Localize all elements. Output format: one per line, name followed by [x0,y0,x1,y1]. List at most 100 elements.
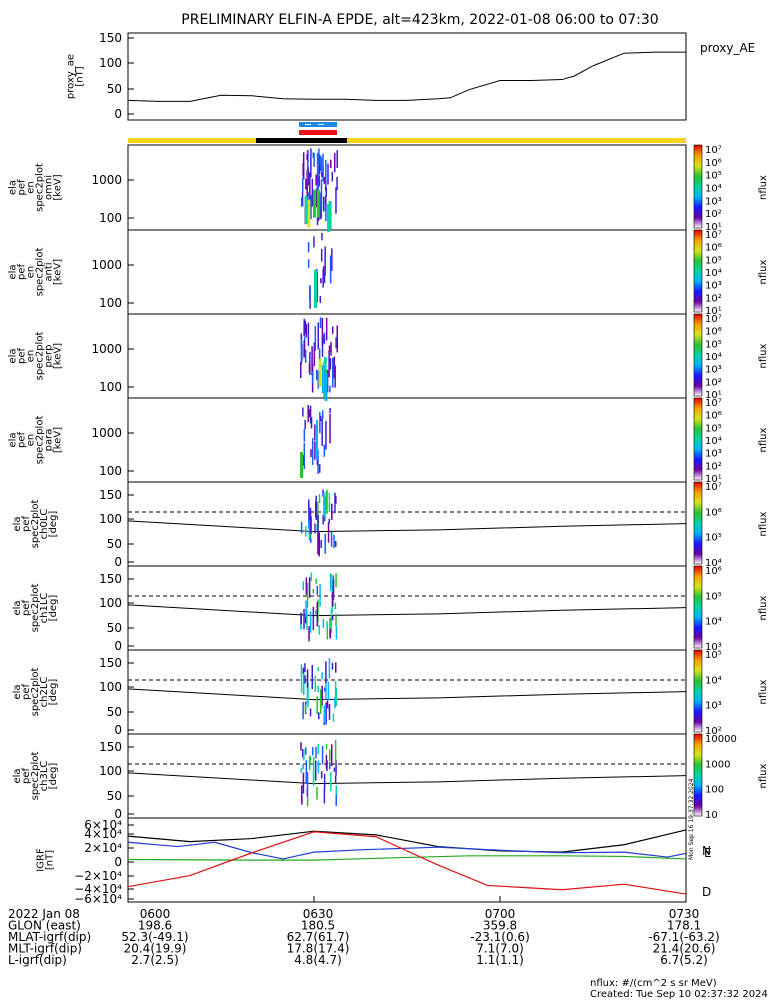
pitch-angle-cell [335,541,337,547]
spectrogram-cell [320,155,322,172]
spectrogram-cell [320,278,322,284]
pitch-angle-cell [304,675,306,684]
pitch-angle-cell [322,489,324,497]
ytick-label: 4×10⁴ [84,827,122,841]
spectrogram-cell [321,419,323,446]
ytick-label: −6×10⁴ [74,892,122,906]
axis-value: 1.1(1.1) [476,953,524,967]
pitch-angle-cell [330,744,333,767]
spectrogram-cell [314,326,317,351]
colorbar-tick: 10² [705,461,722,472]
pitch-angle-cell [335,687,337,707]
ylabel-ch3: ch3LC [39,761,50,792]
spectrogram-cell [306,169,308,200]
spectrogram-cell [325,195,327,205]
ylabel-omni: en [26,181,37,194]
pitch-angle-cell [325,491,328,510]
pitch-angle-cell [334,740,337,763]
igrf-total-line [127,829,687,853]
colorbar-ch2 [693,649,703,733]
axis-value: 198.6 [138,919,172,933]
spectrogram-cell [304,349,307,363]
ylabel-ch2: pef [21,684,32,701]
ylabel-ch0: ela [12,516,23,531]
axis-value: 52.3(-49.1) [121,930,188,944]
pitch-angle-cell [329,573,332,591]
spectrogram-cell [305,324,308,338]
ytick-label: 6×10⁴ [84,818,122,832]
pitch-angle-cell [315,501,317,518]
ytick-label: 100 [99,512,122,526]
colorbar-tick: 10⁶ [705,507,722,518]
pitch-angle-cell [328,749,331,762]
spectrogram-cell [300,452,303,478]
colorbar-tick: 10⁴ [705,184,722,195]
pitch-angle-cell [307,682,309,708]
pitch-angle-cell [308,510,310,520]
ylabel-anti: spec2plot [35,248,46,297]
pitch-angle-cell [328,703,331,720]
colorbar-anti [693,229,703,313]
ylabel-ch0: spec2plot [30,500,41,549]
colorbar-tick: 10¹ [705,474,722,485]
ytick-label: 50 [107,705,122,719]
spectrogram-cell [311,178,314,207]
ytick-label: 0 [114,107,122,121]
spectrogram-cell [301,191,304,207]
axis-row-label: GLON (east) [8,919,81,933]
spectrogram-cell [324,372,328,401]
spectrogram-cell [328,201,332,230]
ylabel-ch1: spec2plot [30,584,41,633]
pitch-angle-cell [315,578,317,585]
spectrogram-cell [316,420,318,460]
spectrogram-cell [304,419,306,430]
spectrogram-cell [314,270,317,308]
shadow-bar [256,138,347,143]
pitch-angle-cell [330,531,333,547]
pitch-angle-cell [328,518,330,524]
ylabel-para: [keV] [53,427,64,453]
spectrogram-cell [329,407,331,414]
pitch-angle-cell [331,503,333,521]
igrf-e-line [127,855,687,861]
colorbar-tick: 10¹ [705,390,722,401]
spectrogram-cell [305,178,307,190]
colorbar-tick: 10² [705,377,722,388]
spectrogram-cell [321,171,323,178]
colorbar-tick: 10⁶ [705,566,722,577]
panels-group: proxy_ae[nT]150100500elapefenspec2plotom… [8,31,770,906]
ylabel-perp: spec2plot [35,332,46,381]
pitch-angle-cell [331,662,334,670]
axis-value: 180.5 [301,919,335,933]
ylabel-anti: anti [44,262,55,281]
axis-value: -23.1(0.6) [470,930,530,944]
spectrogram-cell [300,333,303,339]
colorbar-tick: 10² [705,293,722,304]
ytick-label: 50 [107,537,122,551]
ylabel-perp: pef [17,348,28,365]
spectrogram-cell [318,148,320,164]
ytick-label: 1000 [91,258,122,272]
ylabel-igrf: [nT] [45,850,56,870]
spectrogram-cell [324,246,326,276]
colorbar-tick: 10² [705,726,722,737]
ytick-label: 100 [99,764,122,778]
pitch-angle-cell [321,685,323,706]
spectrogram-cell [311,346,313,376]
ylabel-ch0: [deg] [48,511,59,538]
axis-value: 2.7(2.5) [131,953,179,967]
pitch-angle-cell [306,669,309,688]
colorbar-label: nflux [758,175,769,200]
spectrogram-cell [325,187,328,197]
pitch-angle-cell [305,760,308,784]
axis-row-label: MLT-igrf(dip) [8,942,82,956]
legend-d: D [702,885,711,899]
pitch-angle-cell [317,743,320,755]
ylabel-anti: pef [17,264,28,281]
spectrogram-cell [336,325,339,353]
pitch-angle-cell [314,675,317,692]
pitch-angle-cell [323,773,326,789]
colorbar-tick: 10³ [705,642,722,653]
spectrogram-cell [326,369,329,393]
spectrogram-cell [322,266,325,273]
